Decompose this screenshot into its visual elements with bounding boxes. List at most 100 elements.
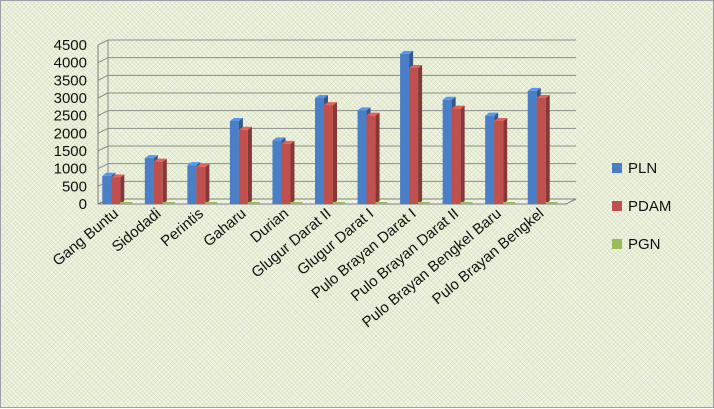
bar-pgn (503, 202, 516, 204)
legend-label: PLN (628, 160, 657, 177)
legend-item-pdam: PDAM (612, 198, 671, 215)
bar-side (333, 102, 337, 204)
bar-pgn (290, 202, 303, 204)
bar-pdam (324, 102, 337, 204)
x-category-label: Gaharu (200, 205, 249, 250)
bar-top (485, 112, 499, 116)
bar-flat (545, 202, 558, 204)
bar-top (102, 172, 116, 176)
bar-flat (205, 202, 218, 204)
y-tick-label: 0 (79, 196, 87, 213)
y-tick-label: 4500 (54, 37, 87, 54)
bar-pdam (196, 163, 210, 204)
bar-pgn (545, 202, 558, 204)
bar-front (357, 110, 367, 204)
gridline-side (97, 145, 109, 152)
bar-front (485, 115, 495, 204)
bar-pdam (536, 95, 550, 204)
bar-top (357, 107, 371, 111)
bar-pgn (333, 202, 345, 204)
bar-pdam (494, 117, 508, 204)
bar-front (324, 105, 333, 204)
bar-flat (503, 202, 516, 204)
gridline-side (97, 57, 109, 64)
x-category-labels: Gang BuntuSidodadiPerintisGaharuDurianGl… (50, 205, 548, 331)
bar-side (375, 112, 380, 204)
bar-layer (102, 50, 558, 205)
bar-flat (290, 202, 303, 204)
x-category-label: Perintis (158, 205, 207, 250)
bar-flat (333, 202, 345, 204)
bar-top (536, 95, 550, 98)
bar-top (153, 158, 167, 162)
bar-top (366, 112, 380, 116)
bar-pgn (162, 202, 175, 204)
bar-side (460, 105, 465, 204)
bar-pgn (375, 202, 388, 204)
bar-front (111, 177, 121, 204)
y-tick-label: 2500 (54, 108, 87, 125)
bar-front (196, 166, 206, 204)
bar-flat (247, 202, 260, 204)
gridline-side (97, 92, 109, 99)
grid-layer (97, 39, 576, 205)
y-tick-label: 3500 (54, 72, 87, 89)
x-category-label: Gang Buntu (50, 205, 122, 269)
bar-pgn (120, 202, 133, 204)
y-tick-label: 500 (62, 178, 87, 195)
bar-top (272, 137, 286, 141)
bar-flat (375, 202, 388, 204)
bar-pdam (366, 112, 380, 204)
gridline-side (97, 110, 109, 117)
bar-top (494, 117, 508, 121)
bar-pdam (153, 158, 167, 204)
bar-side (247, 126, 252, 204)
gridline-side (97, 163, 109, 170)
bar-pgn (418, 202, 431, 204)
bar-pgn (460, 202, 473, 204)
bar-top (281, 140, 295, 144)
y-tick-label: 4000 (54, 55, 87, 72)
bar-top (144, 155, 158, 159)
bar-front (229, 120, 239, 204)
bar-front (536, 98, 546, 204)
legend: PLN PDAM PGN (612, 160, 671, 253)
legend-swatch (612, 239, 622, 249)
legend-item-pgn: PGN (612, 236, 661, 253)
bar-top (451, 105, 465, 109)
gridline-side (97, 127, 109, 134)
bar-top (229, 117, 243, 121)
gridline-side (97, 74, 109, 81)
bar-pdam (111, 174, 125, 204)
bar-pgn (247, 202, 260, 204)
gridline-side (97, 39, 109, 46)
bar-top (111, 174, 125, 178)
bar-front (400, 53, 410, 205)
bar-front (144, 158, 154, 204)
y-tick-label: 1500 (54, 143, 87, 160)
bar-side (162, 158, 167, 204)
y-tick-label: 1000 (54, 161, 87, 178)
bar-pdam (281, 140, 295, 204)
bar-top (442, 96, 456, 100)
bar-pdam (238, 126, 252, 204)
legend-label: PGN (628, 236, 661, 253)
bar-front (451, 108, 461, 204)
bar-front (153, 161, 163, 204)
y-tick-label: 3000 (54, 90, 87, 107)
bar-top (400, 50, 414, 54)
bar-front (494, 120, 504, 204)
bar-front (281, 143, 291, 204)
bar-side (503, 117, 508, 204)
bar-front (409, 67, 419, 204)
bar-top (409, 64, 423, 68)
bar-front (187, 165, 197, 204)
bar-front (366, 115, 376, 204)
bar-side (290, 140, 295, 204)
bar-side (205, 163, 210, 204)
bar-pgn (205, 202, 218, 204)
legend-swatch (612, 163, 622, 173)
